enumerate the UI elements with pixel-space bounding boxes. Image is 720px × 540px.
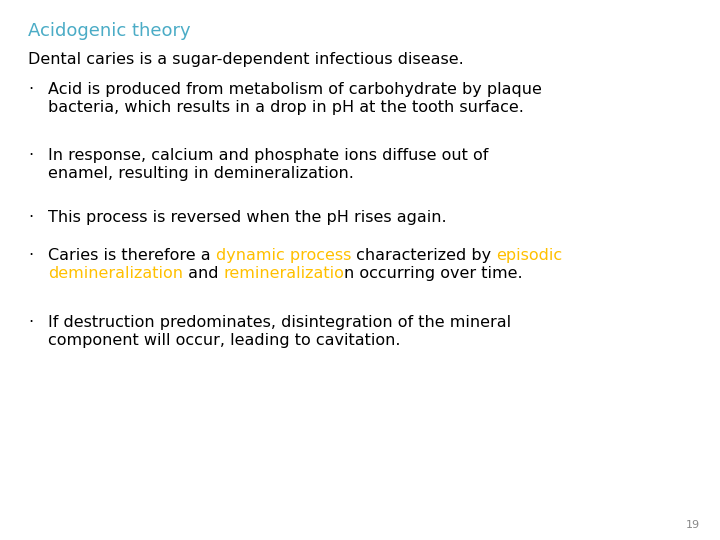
Text: 19: 19 [686,520,700,530]
Text: Acidogenic theory: Acidogenic theory [28,22,191,40]
Text: ·: · [28,82,33,97]
Text: In response, calcium and phosphate ions diffuse out of: In response, calcium and phosphate ions … [48,148,488,163]
Text: and: and [183,266,224,281]
Text: Acid is produced from metabolism of carbohydrate by plaque: Acid is produced from metabolism of carb… [48,82,542,97]
Text: ·: · [28,248,33,263]
Text: ·: · [28,148,33,163]
Text: bacteria, which results in a drop in pH at the tooth surface.: bacteria, which results in a drop in pH … [48,100,524,115]
Text: ·: · [28,210,33,225]
Text: component will occur, leading to cavitation.: component will occur, leading to cavitat… [48,333,400,348]
Text: episodic: episodic [496,248,562,263]
Text: dynamic process: dynamic process [216,248,351,263]
Text: If destruction predominates, disintegration of the mineral: If destruction predominates, disintegrat… [48,315,511,330]
Text: n occurring over time.: n occurring over time. [344,266,523,281]
Text: This process is reversed when the pH rises again.: This process is reversed when the pH ris… [48,210,446,225]
Text: enamel, resulting in demineralization.: enamel, resulting in demineralization. [48,166,354,181]
Text: ·: · [28,315,33,330]
Text: demineralization: demineralization [48,266,183,281]
Text: Caries is therefore a: Caries is therefore a [48,248,216,263]
Text: remineralizatio: remineralizatio [224,266,344,281]
Text: Dental caries is a sugar-dependent infectious disease.: Dental caries is a sugar-dependent infec… [28,52,464,67]
Text: characterized by: characterized by [351,248,496,263]
